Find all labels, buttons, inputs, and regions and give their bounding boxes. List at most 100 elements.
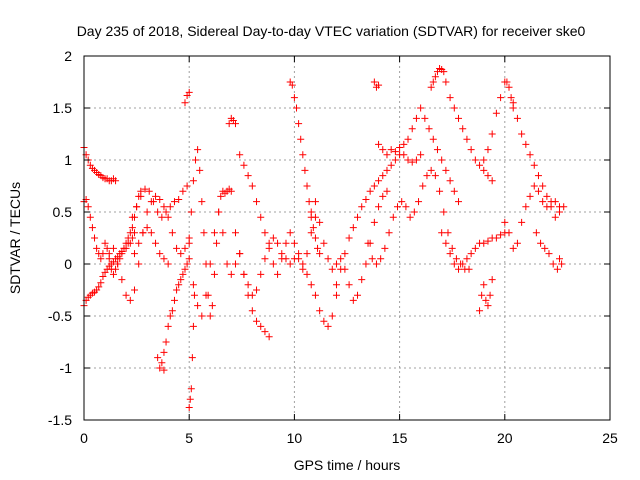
data-point [337, 255, 345, 263]
data-point [303, 270, 311, 278]
data-point [299, 260, 307, 268]
data-point [257, 322, 265, 330]
data-point [316, 218, 324, 226]
data-point [391, 156, 399, 164]
data-point [149, 198, 157, 206]
data-point [286, 260, 294, 268]
data-point [91, 234, 99, 242]
data-point [265, 333, 273, 341]
data-point [295, 120, 303, 128]
data-point [471, 244, 479, 252]
data-point [450, 104, 458, 112]
data-point [467, 250, 475, 258]
data-point [480, 166, 488, 174]
data-point [358, 276, 366, 284]
data-point [518, 130, 526, 138]
data-point [522, 203, 530, 211]
series-s9 [181, 88, 193, 107]
data-point [130, 250, 138, 258]
data-point [354, 213, 362, 221]
series-s24 [480, 78, 517, 164]
series-s12 [189, 208, 273, 341]
data-point [200, 229, 208, 237]
data-point [387, 146, 395, 154]
data-point [160, 203, 168, 211]
data-point [261, 328, 269, 336]
data-point [410, 208, 418, 216]
data-point [362, 260, 370, 268]
data-point [427, 83, 435, 91]
data-point [88, 224, 96, 232]
data-point [189, 322, 197, 330]
data-point [332, 260, 340, 268]
data-point [185, 239, 193, 247]
data-point [152, 239, 160, 247]
data-point [377, 255, 385, 263]
data-point [391, 148, 399, 156]
data-point [400, 140, 408, 148]
y-tick-labels: -1.5 -1 -0.5 0 0.5 1 1.5 2 [48, 48, 72, 428]
data-point [274, 270, 282, 278]
data-point [404, 156, 412, 164]
data-point [526, 192, 534, 200]
data-point [530, 161, 538, 169]
data-point [526, 151, 534, 159]
data-point [154, 208, 162, 216]
data-point [269, 260, 277, 268]
data-point [231, 229, 239, 237]
series-s15 [231, 229, 340, 330]
data-point [446, 177, 454, 185]
data-point [442, 78, 450, 86]
data-point [290, 94, 298, 102]
data-point [412, 156, 420, 164]
data-point [484, 172, 492, 180]
data-point [455, 265, 463, 273]
data-point [549, 260, 557, 268]
data-point [375, 203, 383, 211]
data-point [208, 302, 216, 310]
data-point [158, 359, 166, 367]
data-point [189, 177, 197, 185]
chart-title: Day 235 of 2018, Sidereal Day-to-day VTE… [77, 23, 586, 39]
data-point [551, 198, 559, 206]
x-tick-labels: 0 5 10 15 20 25 [80, 430, 618, 446]
series-s10 [185, 291, 198, 412]
series-s8 [160, 255, 193, 356]
data-point [328, 312, 336, 320]
data-point [122, 291, 130, 299]
data-point [282, 239, 290, 247]
data-point [194, 146, 202, 154]
data-point [431, 73, 439, 81]
data-point [381, 244, 389, 252]
data-point [307, 208, 315, 216]
data-point [436, 187, 444, 195]
data-point [261, 229, 269, 237]
data-point [168, 307, 176, 315]
data-point [362, 196, 370, 204]
data-point [389, 213, 397, 221]
data-point [309, 224, 317, 232]
data-point [539, 198, 547, 206]
data-point [324, 255, 332, 263]
data-point [402, 203, 410, 211]
series-s13 [225, 114, 239, 128]
data-point [248, 182, 256, 190]
data-point [442, 239, 450, 247]
data-point [408, 158, 416, 166]
data-point [438, 229, 446, 237]
series-s27 [501, 182, 564, 252]
series-s5 [128, 182, 191, 221]
data-point [126, 296, 134, 304]
data-point [156, 364, 164, 372]
data-point [175, 281, 183, 289]
data-point [223, 260, 231, 268]
data-point [311, 198, 319, 206]
data-point [423, 172, 431, 180]
data-point [537, 239, 545, 247]
data-point [349, 224, 357, 232]
data-point [139, 229, 147, 237]
data-point [101, 239, 109, 247]
data-point [492, 234, 500, 242]
data-point [186, 395, 194, 403]
